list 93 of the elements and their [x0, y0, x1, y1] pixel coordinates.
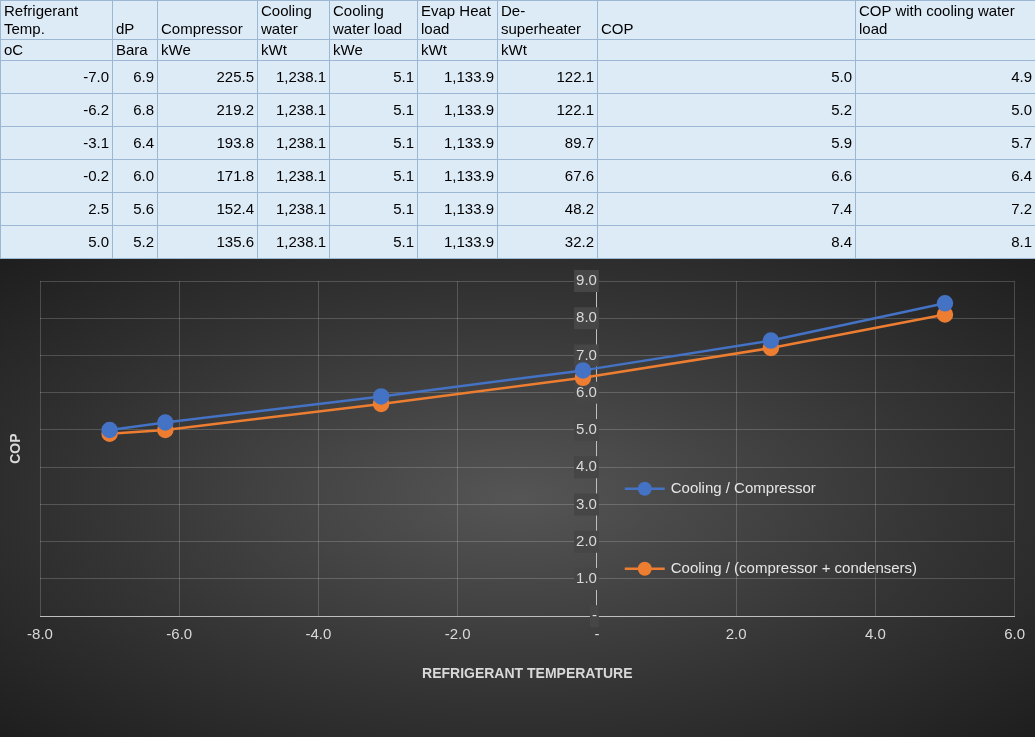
text: 5.0	[88, 233, 109, 250]
text: 4.9	[1011, 68, 1032, 85]
legend-label: Cooling / (compressor + condensers)	[670, 558, 918, 576]
x-axis-title: REFRIGERANT TEMPERATURE	[422, 665, 633, 682]
text: 5.6	[133, 200, 154, 217]
y-tick-label: 5.0	[576, 420, 597, 438]
text: oC	[4, 41, 24, 58]
text: 1,133.9	[443, 167, 494, 184]
category-label: Refrigerant Temp.	[0, 0, 113, 40]
text: -3.1	[83, 134, 109, 151]
text: 5.1	[393, 167, 414, 184]
text: 5.2	[133, 233, 154, 250]
text: 5.0	[1011, 101, 1032, 118]
text: Bara	[116, 41, 148, 58]
y-axis-title: COP	[7, 433, 23, 464]
text: 152.4	[216, 200, 254, 217]
text: 7.4	[831, 200, 852, 217]
text: 1,238.1	[275, 68, 326, 85]
text: 1,238.1	[275, 167, 326, 184]
text: 6.0	[133, 167, 154, 184]
x-tick-label: 6.0	[1004, 625, 1025, 643]
text: -7.0	[83, 68, 109, 85]
text: 219.2	[216, 101, 254, 118]
point	[372, 388, 390, 405]
y-tick-label: 8.0	[576, 308, 597, 326]
text: 48.2	[564, 200, 594, 217]
text: -0.2	[83, 167, 109, 184]
category-label: Compressor	[157, 0, 258, 40]
text: kWt	[261, 41, 287, 58]
y-tick-label: 3.0	[576, 494, 597, 512]
y-tick-label: 7.0	[576, 345, 597, 363]
text: 8.1	[1011, 233, 1032, 250]
text: 122.1	[556, 101, 594, 118]
text: 67.6	[564, 167, 594, 184]
text: 1,238.1	[275, 134, 326, 151]
y-tick-label: 6.0	[576, 382, 597, 400]
text: 5.9	[831, 134, 852, 151]
text: 6.4	[1011, 167, 1032, 184]
text: kWe	[161, 41, 191, 58]
text: 5.1	[393, 200, 414, 217]
point	[574, 362, 592, 379]
text: 122.1	[556, 68, 594, 85]
x-tick-label: -4.0	[305, 625, 332, 643]
text: kWt	[501, 41, 527, 58]
point	[762, 332, 780, 349]
text: 5.1	[393, 134, 414, 151]
category-label: COP with cooling water load	[855, 0, 1035, 40]
text: 5.1	[393, 101, 414, 118]
text: 1,238.1	[275, 200, 326, 217]
text: 89.7	[564, 134, 594, 151]
x-tick-label: -8.0	[27, 625, 53, 643]
text: 8.4	[831, 233, 852, 250]
text: 5.0	[831, 68, 852, 85]
y-tick-label: 1.0	[576, 569, 597, 587]
point	[157, 414, 174, 431]
text: 1,238.1	[275, 233, 326, 250]
text: 6.8	[133, 101, 154, 118]
text: 5.1	[393, 233, 414, 250]
text: kWt	[421, 41, 447, 58]
legend-label: Cooling / Compressor	[670, 478, 816, 496]
y-tick-label: 9.0	[576, 271, 597, 289]
text: 225.5	[216, 68, 254, 85]
x-tick-label: 2.0	[725, 625, 747, 643]
point	[936, 295, 954, 312]
text: -6.2	[83, 101, 109, 118]
x-tick-label: -6.0	[166, 625, 193, 643]
text: 32.2	[564, 233, 594, 250]
text: 1,238.1	[275, 101, 326, 118]
text: 135.6	[216, 233, 254, 250]
y-tick-label: 4.0	[576, 457, 597, 475]
text: 7.2	[1011, 200, 1032, 217]
text: 5.7	[1011, 134, 1032, 151]
y-tick-label: 2.0	[576, 531, 597, 549]
text: 6.9	[133, 68, 154, 85]
text: 1,133.9	[443, 101, 494, 118]
text: 1,133.9	[443, 134, 494, 151]
text: 171.8	[216, 167, 254, 184]
point	[101, 421, 118, 439]
y-tick-label: -	[591, 606, 597, 624]
text: 1,133.9	[443, 68, 494, 85]
text: 1,133.9	[443, 233, 494, 250]
category-label: COP	[597, 0, 856, 40]
x-tick-label: 4.0	[864, 625, 886, 643]
text: 1,133.9	[443, 200, 494, 217]
text: kWe	[333, 41, 363, 58]
text: 6.4	[133, 134, 154, 151]
text: 6.6	[831, 167, 852, 184]
text: 193.8	[216, 134, 254, 151]
text: 2.5	[88, 200, 109, 217]
category-label: dP	[112, 0, 158, 40]
text: 5.1	[393, 68, 414, 85]
x-tick-label: -2.0	[444, 625, 471, 643]
text: 5.2	[831, 101, 852, 118]
